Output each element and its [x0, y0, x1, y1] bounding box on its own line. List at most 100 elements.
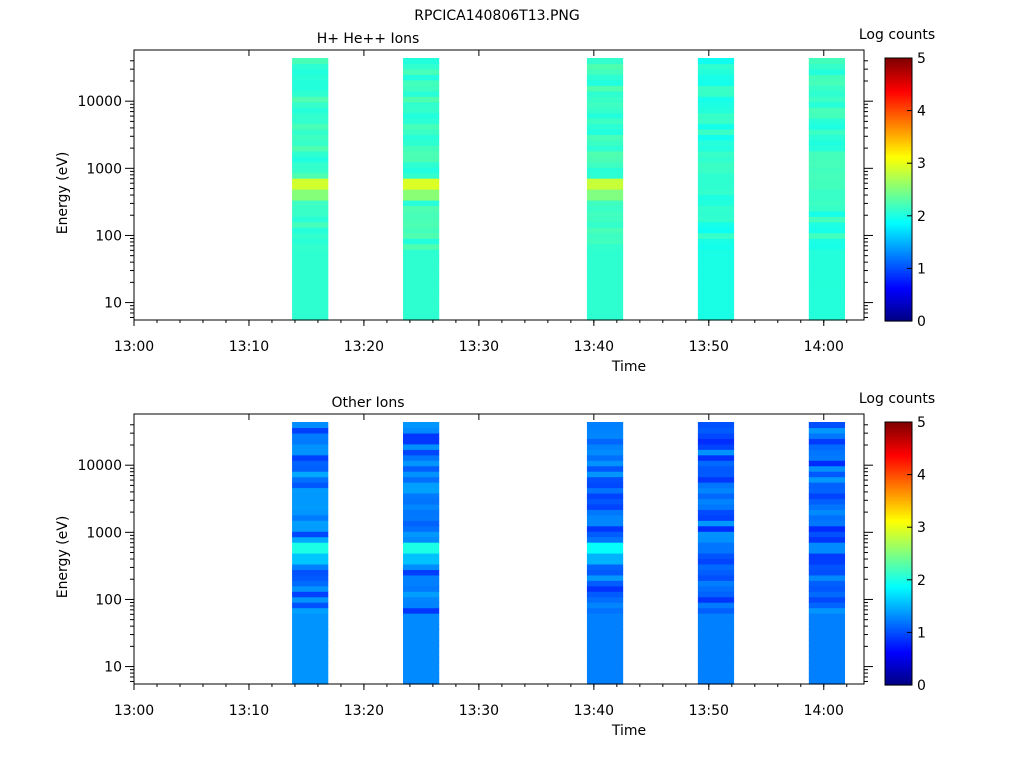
heatmap-cell: [292, 591, 329, 598]
colorbar-segment: [885, 220, 912, 223]
colorbar-segment: [885, 180, 912, 184]
heatmap-cell: [586, 205, 624, 212]
heatmap-cell: [586, 525, 624, 532]
colorbar-segment: [885, 560, 912, 563]
colorbar-segment: [885, 632, 912, 636]
heatmap-cell: [697, 443, 735, 450]
heatmap-cell: [292, 107, 329, 114]
heatmap-cell: [808, 63, 846, 70]
heatmap-cell: [403, 309, 440, 316]
heatmap-cell: [292, 249, 329, 256]
heatmap-cell: [292, 254, 329, 261]
heatmap-cell: [697, 662, 735, 669]
colorbar-segment: [885, 253, 912, 256]
heatmap-cell: [586, 156, 624, 163]
colorbar-segment: [885, 187, 912, 191]
colorbar-segment: [885, 568, 912, 572]
heatmap-cell: [292, 514, 329, 521]
heatmap-cell: [403, 118, 440, 125]
heatmap-cell: [808, 139, 846, 146]
colorbar-segment: [885, 483, 912, 487]
heatmap-cell: [586, 536, 624, 543]
heatmap-cell: [808, 243, 846, 250]
x-axis-label: Time: [611, 359, 646, 375]
colorbar-segment: [885, 527, 912, 530]
heatmap-cell: [808, 112, 846, 119]
colorbar-segment: [885, 619, 912, 623]
y-axis-label: Energy (eV): [55, 516, 71, 599]
colorbar-segment: [885, 207, 912, 210]
heatmap-cell: [808, 487, 846, 494]
colorbar-segment: [885, 555, 912, 559]
colorbar-segment: [885, 117, 912, 120]
colorbar-segment: [885, 318, 912, 322]
heatmap-cell: [697, 259, 735, 267]
heatmap-cell: [808, 96, 846, 103]
colorbar-segment: [885, 470, 912, 474]
heatmap-cell: [586, 281, 624, 288]
heatmap-cell: [586, 503, 624, 510]
heatmap-cell: [586, 210, 624, 217]
panel-other-ions: Other Ions 13:00 13:10 13:20 13:30 13:40 13:50…: [55, 391, 935, 739]
heatmap-cell: [292, 656, 329, 663]
colorbar-segment: [885, 73, 912, 77]
colorbar-segment: [885, 288, 912, 291]
colorbar-segment: [885, 82, 912, 85]
colorbar-segment: [885, 500, 912, 504]
heatmap-cell: [292, 281, 329, 288]
colorbar-segment: [885, 64, 912, 68]
heatmap-cell: [403, 613, 440, 620]
data-column: [292, 58, 329, 321]
colorbar-segment: [885, 257, 912, 261]
heatmap-cell: [586, 673, 624, 680]
colorbar-segment: [885, 474, 912, 478]
heatmap-cell: [403, 591, 440, 598]
colorbar-segment: [885, 224, 912, 228]
heatmap-cell: [403, 205, 440, 212]
heatmap-cell: [808, 585, 846, 592]
heatmap-cell: [586, 629, 624, 636]
heatmap-cell: [586, 460, 624, 467]
colorbar-segment: [885, 465, 912, 469]
heatmap-cell: [808, 210, 846, 217]
colorbar-segment: [885, 169, 912, 173]
heatmap-cell: [808, 287, 846, 294]
heatmap-cell: [697, 602, 735, 609]
colorbar-segment: [885, 496, 912, 500]
heatmap-cell: [586, 585, 624, 592]
heatmap-cell: [403, 156, 440, 163]
heatmap-cell: [586, 287, 624, 294]
heatmap-cell: [808, 85, 846, 92]
heatmap-cell: [292, 558, 329, 565]
heatmap-cell: [292, 183, 329, 190]
heatmap-cell: [403, 623, 440, 631]
heatmap-cell: [697, 520, 735, 527]
heatmap-cell: [586, 85, 624, 92]
colorbar-segment: [885, 492, 912, 495]
y-tick-label: 100: [95, 592, 122, 608]
colorbar-segment: [885, 441, 912, 445]
heatmap-cell: [403, 128, 440, 136]
heatmap-cell: [292, 585, 329, 592]
heatmap-cell: [586, 591, 624, 598]
colorbar-segment: [885, 158, 912, 162]
heatmap-cell: [697, 465, 735, 472]
colorbar-tick-label: 1: [917, 625, 926, 641]
colorbar-segment: [885, 443, 912, 447]
colorbar-segment: [885, 244, 912, 248]
heatmap-cell: [586, 128, 624, 136]
colorbar-segment: [885, 143, 912, 147]
heatmap-cell: [697, 227, 735, 234]
colorbar-segment: [885, 154, 912, 158]
colorbar-segment: [885, 636, 912, 640]
y-tick-label: 100: [95, 228, 122, 244]
heatmap-cell: [808, 558, 846, 565]
heatmap-cell: [697, 536, 735, 543]
heatmap-cell: [292, 265, 329, 272]
heatmap-cell: [403, 167, 440, 174]
heatmap-cell: [403, 254, 440, 261]
heatmap-cell: [808, 309, 846, 316]
colorbar-segment: [885, 147, 912, 151]
heatmap-cell: [697, 303, 735, 310]
heatmap-cell: [403, 107, 440, 114]
